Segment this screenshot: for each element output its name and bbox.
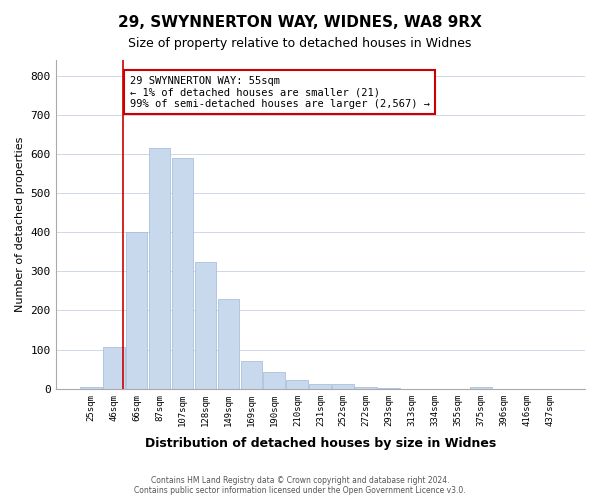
Bar: [470, 387, 492, 389]
Text: Contains HM Land Registry data © Crown copyright and database right 2024.
Contai: Contains HM Land Registry data © Crown c…: [134, 476, 466, 495]
Bar: [241, 362, 262, 389]
Bar: [310, 384, 331, 389]
Bar: [80, 387, 101, 389]
Text: 29 SWYNNERTON WAY: 55sqm
← 1% of detached houses are smaller (21)
99% of semi-de: 29 SWYNNERTON WAY: 55sqm ← 1% of detache…: [130, 76, 430, 109]
Bar: [103, 347, 125, 389]
Bar: [125, 232, 148, 389]
Bar: [149, 148, 170, 389]
Bar: [355, 387, 377, 389]
Bar: [379, 388, 400, 389]
Text: Size of property relative to detached houses in Widnes: Size of property relative to detached ho…: [128, 38, 472, 51]
Bar: [286, 380, 308, 389]
Bar: [332, 384, 354, 389]
Bar: [263, 372, 286, 389]
Bar: [172, 158, 193, 389]
X-axis label: Distribution of detached houses by size in Widnes: Distribution of detached houses by size …: [145, 437, 496, 450]
Bar: [194, 262, 217, 389]
Y-axis label: Number of detached properties: Number of detached properties: [15, 136, 25, 312]
Text: 29, SWYNNERTON WAY, WIDNES, WA8 9RX: 29, SWYNNERTON WAY, WIDNES, WA8 9RX: [118, 15, 482, 30]
Bar: [218, 299, 239, 389]
